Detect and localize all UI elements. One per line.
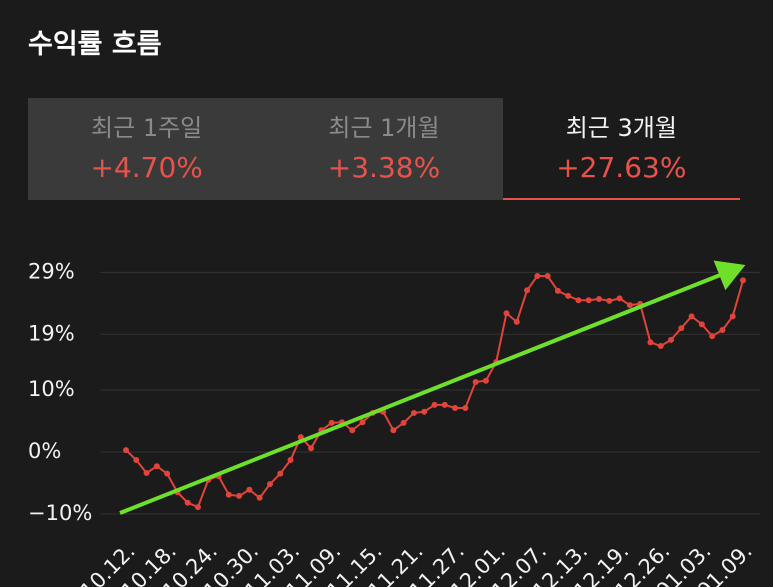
period-tabs: 최근 1주일 +4.70% 최근 1개월 +3.38% 최근 3개월 +27.6… <box>28 98 740 200</box>
data-point <box>596 295 603 302</box>
data-point <box>585 297 592 304</box>
data-point <box>256 494 263 501</box>
data-point <box>359 419 366 426</box>
data-point <box>554 287 561 294</box>
data-point <box>123 447 129 454</box>
data-point <box>164 470 171 477</box>
data-point <box>441 401 448 408</box>
data-point <box>709 333 716 340</box>
data-point <box>472 378 479 385</box>
data-point <box>503 310 510 317</box>
data-point <box>668 336 675 343</box>
data-point <box>277 470 284 477</box>
data-point <box>452 404 459 411</box>
data-point <box>616 295 623 302</box>
tab[interactable]: 최근 3개월 +27.63% <box>502 98 740 200</box>
data-point <box>143 470 150 477</box>
tab[interactable]: 최근 1개월 +3.38% <box>265 98 503 200</box>
tab-value: +4.70% <box>90 151 203 184</box>
data-point <box>266 481 273 488</box>
data-point <box>349 427 356 434</box>
data-point <box>133 457 140 464</box>
y-tick-label: 29% <box>28 259 75 283</box>
data-point <box>400 419 407 426</box>
data-point <box>678 325 685 332</box>
tab-value: +27.63% <box>556 151 687 184</box>
data-point <box>421 408 428 415</box>
data-point <box>575 297 582 304</box>
data-point <box>153 463 160 470</box>
data-point <box>565 292 572 299</box>
data-point <box>225 491 232 498</box>
y-tick-label: 19% <box>28 321 75 345</box>
y-tick-label: −10% <box>28 501 92 525</box>
data-point <box>740 277 746 284</box>
data-point <box>524 287 531 294</box>
tab-label: 최근 3개월 <box>565 114 677 142</box>
data-point <box>194 504 201 511</box>
data-point <box>390 427 397 434</box>
data-point <box>410 409 417 416</box>
data-point <box>328 419 335 426</box>
data-point <box>647 339 654 346</box>
y-tick-label: 0% <box>28 439 61 463</box>
data-point <box>482 377 489 384</box>
data-point <box>544 273 551 280</box>
data-point <box>246 486 253 493</box>
data-point <box>657 343 664 350</box>
data-point <box>236 492 243 499</box>
y-tick-label: 10% <box>28 377 75 401</box>
tab-label: 최근 1개월 <box>328 114 440 142</box>
data-point <box>688 313 695 320</box>
data-point <box>308 445 315 452</box>
data-point <box>698 321 705 328</box>
data-point <box>513 318 520 325</box>
data-point <box>431 401 438 408</box>
data-point <box>462 404 469 411</box>
section-title: 수익률 흐름 <box>28 29 162 60</box>
data-point <box>287 457 294 464</box>
data-point <box>606 297 613 304</box>
data-point <box>184 499 191 506</box>
trend-arrow <box>119 260 746 515</box>
tab-value: +3.38% <box>327 151 441 184</box>
data-point <box>626 302 633 309</box>
data-point <box>729 313 736 320</box>
data-point <box>719 326 726 333</box>
data-point <box>534 273 541 280</box>
tab-label: 최근 1주일 <box>91 114 203 142</box>
tab[interactable]: 최근 1주일 +4.70% <box>28 98 266 200</box>
